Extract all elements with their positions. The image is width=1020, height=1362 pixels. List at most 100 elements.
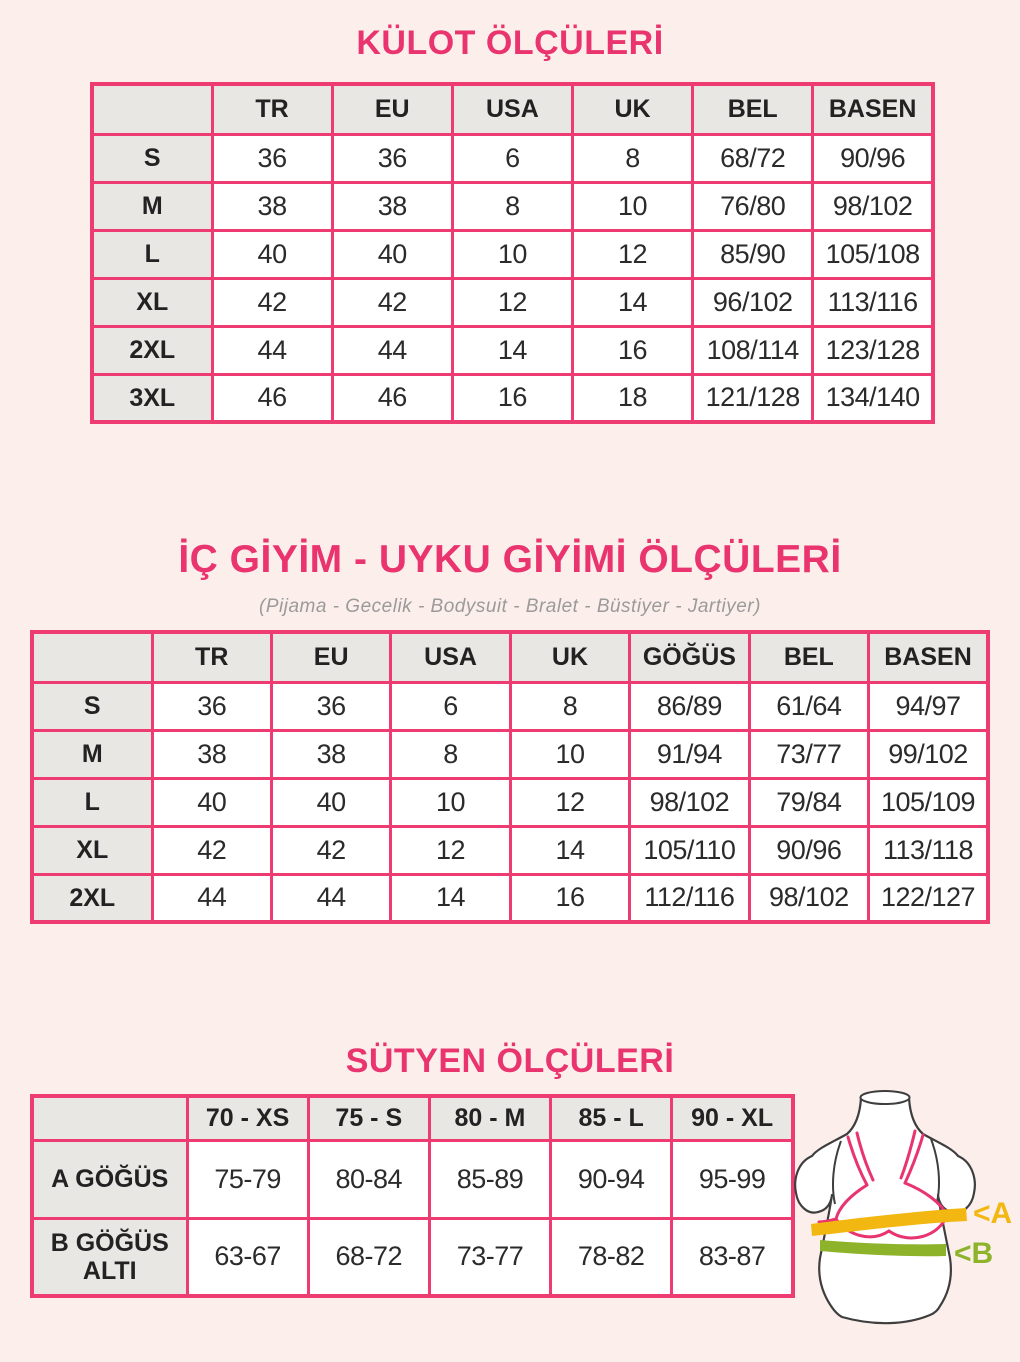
column-header: TR — [150, 630, 273, 684]
data-cell: 91/94 — [628, 728, 751, 780]
data-cell: 16 — [450, 372, 574, 424]
mannequin-torso-outline — [794, 1092, 976, 1325]
data-cell: 122/127 — [867, 872, 990, 924]
table-row: XL 42 42 12 14 105/110 90/96 113/118 — [30, 824, 990, 876]
data-cell: 44 — [150, 872, 273, 924]
data-cell: 85-89 — [427, 1138, 553, 1220]
data-cell: 42 — [150, 824, 273, 876]
data-cell: 36 — [269, 680, 393, 732]
data-cell: 112/116 — [628, 872, 751, 924]
data-cell: 99/102 — [867, 728, 990, 780]
column-header: 75 - S — [306, 1094, 431, 1142]
data-cell: 108/114 — [691, 324, 815, 376]
data-cell: 90-94 — [549, 1138, 674, 1220]
row-label: 3XL — [90, 372, 214, 424]
data-cell: 113/116 — [811, 276, 935, 328]
data-cell: 94/97 — [867, 680, 990, 732]
data-cell: 36 — [150, 680, 273, 732]
data-cell: 40 — [269, 776, 393, 828]
data-cell: 14 — [450, 324, 574, 376]
data-cell: 46 — [210, 372, 334, 424]
data-cell: 73/77 — [747, 728, 871, 780]
data-cell: 40 — [150, 776, 273, 828]
data-cell: 134/140 — [811, 372, 935, 424]
data-cell: 38 — [269, 728, 393, 780]
column-header: 70 - XS — [185, 1094, 310, 1142]
header-row: 70 - XS 75 - S 80 - M 85 - L 90 - XL — [30, 1094, 795, 1142]
data-cell: 6 — [389, 680, 512, 732]
data-cell: 18 — [570, 372, 695, 424]
data-cell: 12 — [450, 276, 574, 328]
neck-opening — [859, 1090, 911, 1105]
data-cell: 38 — [330, 180, 454, 232]
left-armhole-seam — [832, 1140, 842, 1205]
data-cell: 73-77 — [427, 1216, 553, 1298]
column-header: BEL — [747, 630, 871, 684]
column-header: USA — [450, 82, 574, 136]
data-cell: 42 — [330, 276, 454, 328]
data-cell: 85/90 — [691, 228, 815, 280]
data-cell: 40 — [330, 228, 454, 280]
data-cell: 78-82 — [549, 1216, 674, 1298]
ic-giyim-section-title: İÇ GİYİM - UYKU GİYİMİ ÖLÇÜLERİ — [178, 538, 842, 581]
data-cell: 68/72 — [691, 132, 815, 184]
data-cell: 80-84 — [306, 1138, 431, 1220]
data-cell: 14 — [570, 276, 695, 328]
data-cell: 61/64 — [747, 680, 871, 732]
column-header: BASEN — [811, 82, 935, 136]
column-header: BEL — [691, 82, 815, 136]
corner-cell — [30, 1094, 189, 1142]
data-cell: 105/108 — [811, 228, 935, 280]
data-cell: 8 — [389, 728, 512, 780]
data-cell: 44 — [210, 324, 334, 376]
bust-line-a — [811, 1208, 967, 1236]
data-cell: 105/110 — [628, 824, 751, 876]
data-cell: 105/109 — [867, 776, 990, 828]
data-cell: 8 — [570, 132, 695, 184]
data-cell: 42 — [269, 824, 393, 876]
table-row: M 38 38 8 10 76/80 98/102 — [90, 180, 935, 232]
data-cell: 95-99 — [670, 1138, 795, 1220]
data-cell: 123/128 — [811, 324, 935, 376]
ic-giyim-size-table: TR EU USA UK GÖĞÜS BEL BASEN S 36 36 6 8 86/89 61/64 9… — [30, 630, 990, 924]
row-label: S — [90, 132, 214, 184]
row-label: S — [30, 680, 154, 732]
data-cell: 42 — [210, 276, 334, 328]
table-row: M 38 38 8 10 91/94 73/77 99/102 — [30, 728, 990, 780]
data-cell: 40 — [210, 228, 334, 280]
data-cell: 44 — [330, 324, 454, 376]
data-cell: 16 — [508, 872, 632, 924]
data-cell: 98/102 — [747, 872, 871, 924]
column-header: UK — [570, 82, 695, 136]
data-cell: 63-67 — [185, 1216, 310, 1298]
row-label: XL — [90, 276, 214, 328]
data-cell: 10 — [570, 180, 695, 232]
column-header: 90 - XL — [670, 1094, 795, 1142]
row-label: B GÖĞÜS ALTI — [30, 1216, 189, 1298]
data-cell: 79/84 — [747, 776, 871, 828]
data-cell: 83-87 — [670, 1216, 795, 1298]
row-label: L — [90, 228, 214, 280]
column-header: 80 - M — [427, 1094, 553, 1142]
data-cell: 10 — [508, 728, 632, 780]
data-cell: 38 — [150, 728, 273, 780]
data-cell: 16 — [570, 324, 695, 376]
data-cell: 98/102 — [628, 776, 751, 828]
column-header: TR — [210, 82, 334, 136]
data-cell: 44 — [269, 872, 393, 924]
underbust-label-b: <B — [954, 1237, 993, 1270]
bust-label-a: <A — [973, 1197, 1012, 1230]
data-cell: 121/128 — [691, 372, 815, 424]
ic-giyim-section-subtitle: (Pijama - Gecelik - Bodysuit - Bralet - … — [259, 596, 761, 617]
table-row: 2XL 44 44 14 16 112/116 98/102 122/127 — [30, 872, 990, 924]
data-cell: 96/102 — [691, 276, 815, 328]
data-cell: 36 — [210, 132, 334, 184]
row-label: A GÖĞÜS — [30, 1138, 189, 1220]
column-header: BASEN — [867, 630, 990, 684]
corner-cell — [30, 630, 154, 684]
data-cell: 113/118 — [867, 824, 990, 876]
row-label: M — [90, 180, 214, 232]
table-row: L 40 40 10 12 98/102 79/84 105/109 — [30, 776, 990, 828]
data-cell: 75-79 — [185, 1138, 310, 1220]
row-label: 2XL — [90, 324, 214, 376]
